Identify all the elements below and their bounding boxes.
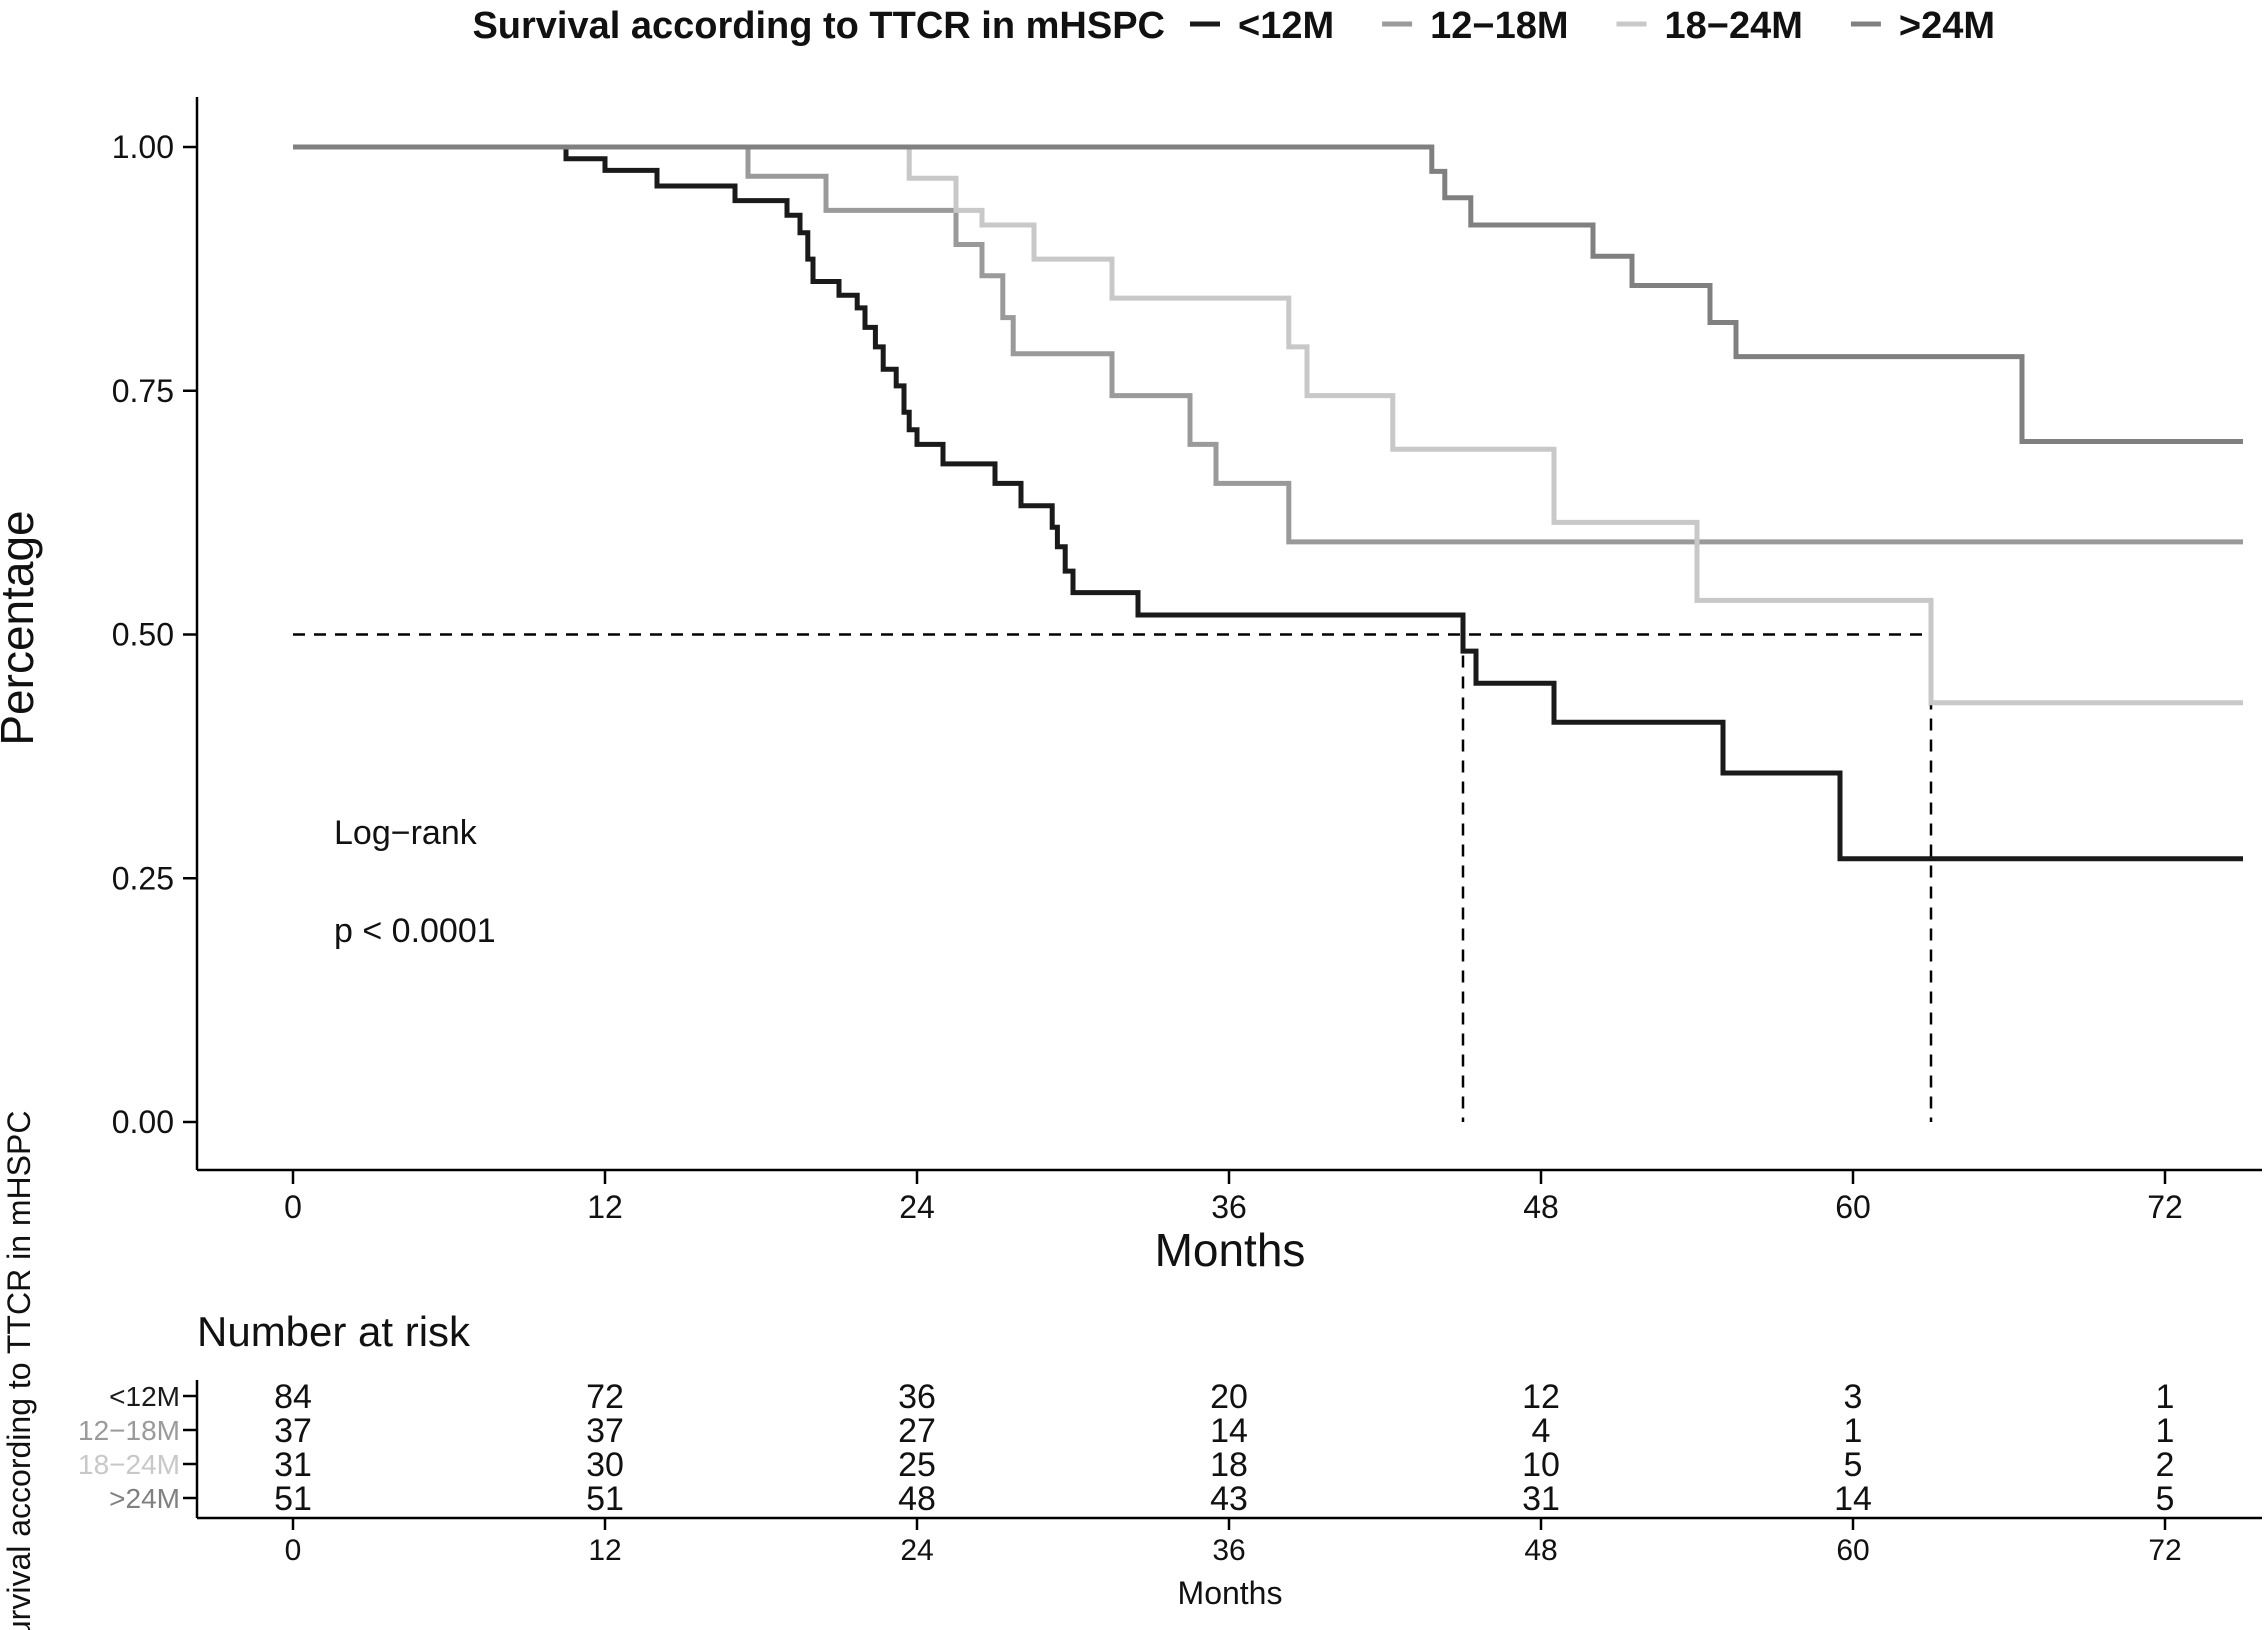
risk-count: 27	[898, 1412, 936, 1450]
risk-x-tick-label: 72	[2148, 1534, 2181, 1567]
risk-count: 5	[1844, 1446, 1863, 1484]
curve-12-18m	[293, 144, 2243, 545]
risk-count: 36	[898, 1378, 936, 1416]
median-reference-lines	[293, 633, 1933, 1122]
risk-count: 4	[1532, 1412, 1551, 1450]
risk-count: 14	[1210, 1412, 1248, 1450]
risk-count: 18	[1210, 1446, 1248, 1484]
y-tick-label: 0.50	[112, 617, 174, 653]
risk-count: 14	[1834, 1480, 1872, 1518]
x-tick-label: 0	[284, 1189, 302, 1225]
x-tick-label: 24	[899, 1189, 935, 1225]
risk-count: 37	[274, 1412, 312, 1450]
legend-label-18-24m: 18−24M	[1665, 5, 1803, 47]
risk-x-axis-title: Months	[1178, 1575, 1283, 1611]
risk-count: 43	[1210, 1480, 1248, 1518]
risk-group-label-18-24m: 18−24M	[78, 1449, 180, 1480]
risk-y-axis-title: Survival according to TTCR in mHSPC	[1, 1111, 37, 1630]
curve-12m	[293, 144, 2243, 862]
risk-table-rows: <12M 84 72 36 20 12 3 112−18M 37 37 27 14 4 1 118−24M 3…	[78, 1378, 2174, 1518]
risk-count: 25	[898, 1446, 936, 1484]
y-tick-label: 0.75	[112, 373, 174, 409]
risk-count: 30	[586, 1446, 624, 1484]
risk-count: 51	[274, 1480, 312, 1518]
legend: Survival according to TTCR in mHSPC <12M…	[472, 5, 1995, 47]
log-rank-label: Log−rank	[334, 814, 478, 852]
p-value-label: p < 0.0001	[334, 912, 496, 950]
x-tick-label: 60	[1835, 1189, 1871, 1225]
x-tick-label: 36	[1211, 1189, 1247, 1225]
risk-x-tick-label: 48	[1524, 1534, 1557, 1567]
curve-24m	[293, 144, 2243, 444]
risk-count: 1	[2156, 1378, 2175, 1416]
legend-label-12-18m: 12−18M	[1430, 5, 1568, 47]
chart-title: Survival according to TTCR in mHSPC	[472, 5, 1165, 47]
risk-count: 20	[1210, 1378, 1248, 1416]
x-tick-label: 12	[587, 1189, 623, 1225]
x-ticks: 0 12 24 36 48 60 72	[284, 1170, 2183, 1225]
risk-group-label-12-18m: 12−18M	[78, 1415, 180, 1446]
risk-count: 31	[274, 1446, 312, 1484]
risk-count: 37	[586, 1412, 624, 1450]
legend-label-24m: >24M	[1899, 5, 1995, 47]
curve-18-24m	[293, 144, 2243, 706]
risk-count: 72	[586, 1378, 624, 1416]
risk-count: 31	[1522, 1480, 1560, 1518]
y-tick-label: 0.25	[112, 860, 174, 896]
y-ticks: 0.00 0.25 0.50 0.75 1.00	[112, 129, 197, 1140]
risk-x-tick-label: 36	[1212, 1534, 1245, 1567]
risk-group-label-24m: >24M	[109, 1483, 180, 1514]
risk-x-tick-label: 60	[1836, 1534, 1869, 1567]
main-plot-axes: 0.00 0.25 0.50 0.75 1.00 0 12 24 36 48 60 72	[112, 97, 2262, 1225]
y-tick-label: 0.00	[112, 1104, 174, 1140]
x-tick-label: 48	[1523, 1189, 1559, 1225]
risk-x-tick-label: 0	[285, 1534, 302, 1567]
risk-count: 10	[1522, 1446, 1560, 1484]
risk-group-label-12m: <12M	[109, 1381, 180, 1412]
legend-label-12m: <12M	[1238, 5, 1334, 47]
risk-x-ticks: 0 12 24 36 48 60 72	[285, 1518, 2182, 1567]
risk-x-tick-label: 24	[900, 1534, 933, 1567]
risk-count: 84	[274, 1378, 312, 1416]
risk-count: 3	[1844, 1378, 1863, 1416]
risk-count: 2	[2156, 1446, 2175, 1484]
risk-count: 12	[1522, 1378, 1560, 1416]
risk-count: 48	[898, 1480, 936, 1518]
survival-curves	[293, 144, 2243, 862]
risk-count: 1	[2156, 1412, 2175, 1450]
y-tick-label: 1.00	[112, 129, 174, 165]
risk-table-title: Number at risk	[197, 1308, 471, 1355]
risk-count: 51	[586, 1480, 624, 1518]
x-tick-label: 72	[2147, 1189, 2183, 1225]
x-axis-title: Months	[1155, 1224, 1306, 1276]
risk-count: 1	[1844, 1412, 1863, 1450]
risk-count: 5	[2156, 1480, 2175, 1518]
risk-x-tick-label: 12	[588, 1534, 621, 1567]
y-axis-title: Percentage	[0, 510, 43, 745]
